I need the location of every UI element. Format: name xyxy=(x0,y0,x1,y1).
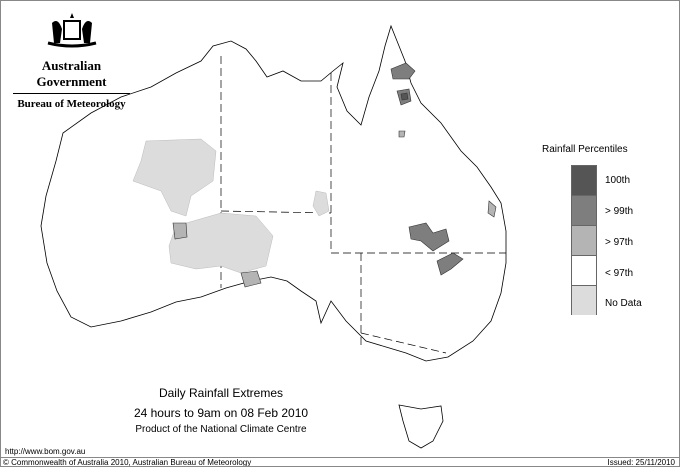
no-data-areas xyxy=(132,138,330,274)
bureau-label: Bureau of Meteorology xyxy=(13,93,130,110)
legend-label: No Data xyxy=(605,298,642,309)
legend-label: > 97th xyxy=(605,237,634,248)
copyright: © Commonwealth of Australia 2010, Austra… xyxy=(3,458,252,467)
tasmania-outline xyxy=(398,404,444,449)
website-link[interactable]: http://www.bom.gov.au xyxy=(5,447,86,456)
government-label: Australian Government xyxy=(36,58,107,89)
legend-title: Rainfall Percentiles xyxy=(542,144,628,155)
legend-label: < 97th xyxy=(605,268,634,279)
coat-of-arms-icon xyxy=(47,13,96,48)
legend-swatch-97th xyxy=(571,225,597,255)
legend-swatch-99th xyxy=(571,195,597,225)
legend-swatch-below-97th xyxy=(571,255,597,285)
legend-label: > 99th xyxy=(605,206,634,217)
legend: 100th > 99th > 97th < 97th No Data xyxy=(571,165,642,315)
percentile-areas xyxy=(172,62,497,288)
bom-logo: Australian Government Bureau of Meteorol… xyxy=(9,9,134,110)
map-credit: Product of the National Climate Centre xyxy=(135,424,307,435)
legend-label: 100th xyxy=(605,175,631,186)
map-subtitle: 24 hours to 9am on 08 Feb 2010 xyxy=(133,406,309,420)
map-title: Daily Rainfall Extremes xyxy=(158,386,284,400)
legend-swatch-100th xyxy=(571,165,597,195)
legend-swatch-no-data xyxy=(571,285,597,315)
footer-divider xyxy=(1,457,679,458)
issued-date: Issued: 25/11/2010 xyxy=(607,458,675,467)
